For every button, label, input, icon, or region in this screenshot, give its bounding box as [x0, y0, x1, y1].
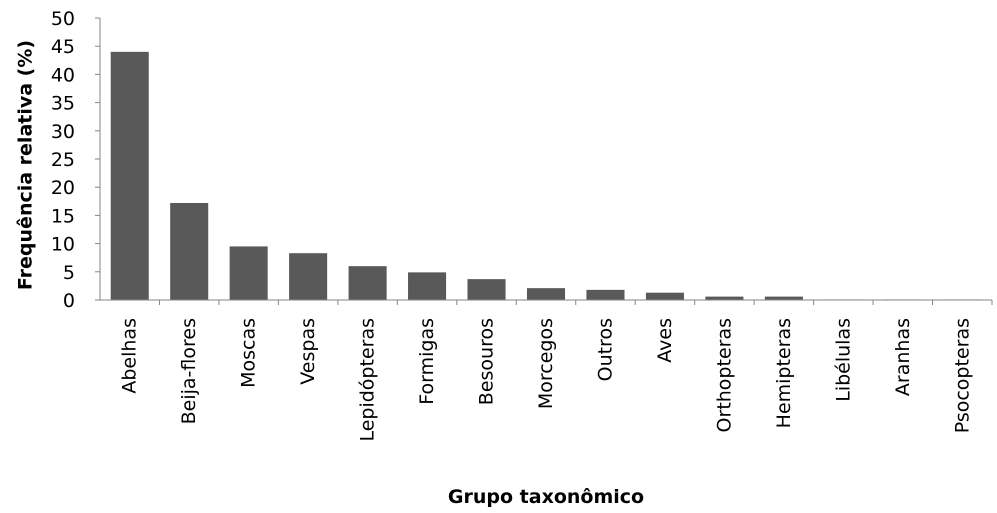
bar — [348, 266, 387, 300]
bar — [229, 246, 268, 300]
bar — [645, 292, 684, 300]
x-category-label: Aves — [654, 318, 676, 363]
x-category-label: Morcegos — [535, 318, 557, 409]
x-category-label: Outros — [594, 318, 616, 381]
y-tick-label: 0 — [63, 290, 75, 312]
bar — [289, 253, 328, 300]
bar — [170, 202, 209, 300]
y-tick-label: 40 — [51, 64, 75, 86]
y-tick-label: 10 — [51, 234, 75, 256]
bars — [110, 51, 982, 301]
y-axis-title: Frequência relativa (%) — [15, 40, 37, 290]
x-category-label: Beija-flores — [178, 318, 200, 424]
bar — [764, 296, 803, 300]
bar — [586, 289, 625, 300]
x-category-label: Psocopteras — [951, 318, 973, 433]
y-tick-label: 25 — [51, 149, 75, 171]
y-tick-label: 30 — [51, 121, 75, 143]
bar — [526, 288, 566, 300]
y-tick-label: 45 — [51, 36, 75, 58]
bar — [705, 296, 744, 300]
x-category-label: Hemipteras — [773, 318, 795, 428]
y-tick-label: 20 — [51, 177, 75, 199]
x-category-label: Aranhas — [892, 318, 914, 396]
y-axis-ticks: 0 5 10 15 20 25 30 35 40 45 50 — [51, 8, 100, 312]
x-category-label: Vespas — [297, 318, 319, 385]
x-category-label: Moscas — [238, 318, 260, 388]
bar — [110, 51, 149, 301]
x-category-label: Formigas — [416, 318, 438, 405]
y-tick-label: 35 — [51, 93, 75, 115]
bar — [408, 272, 447, 300]
bar — [467, 279, 506, 300]
x-category-label: Orthopteras — [713, 318, 735, 432]
x-category-label: Besouros — [476, 318, 498, 405]
x-axis-title: Grupo taxonômico — [448, 486, 644, 508]
y-tick-label: 15 — [51, 205, 75, 227]
x-category-label: Lepidópteras — [357, 318, 379, 442]
x-category-label: Libélulas — [832, 318, 854, 402]
x-category-label: Abelhas — [119, 318, 141, 394]
y-tick-label: 50 — [51, 8, 75, 30]
x-axis-category-labels: Abelhas Beija-flores Moscas Vespas Lepidópte… — [119, 300, 993, 442]
y-tick-label: 5 — [63, 262, 75, 284]
